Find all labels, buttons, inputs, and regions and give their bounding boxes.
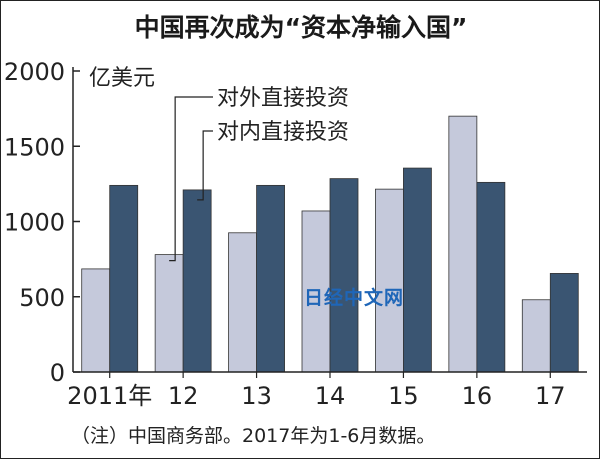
outward-fdi-bar <box>448 115 478 373</box>
x-tick-label: 17 <box>535 382 566 410</box>
inward-fdi-bar <box>182 189 212 373</box>
y-axis: 0 500 1000 1500 2000 <box>4 58 80 387</box>
outward-fdi-bar <box>375 188 404 373</box>
inward-fdi-bar <box>329 178 359 373</box>
outward-fdi-bar <box>228 232 257 373</box>
legend-leader-line <box>197 130 213 201</box>
watermark-logo: 日经中文网 <box>304 286 404 309</box>
bars-group <box>81 115 579 373</box>
inward-fdi-bar <box>109 184 139 373</box>
legend-label: 对内直接投资 <box>217 120 349 145</box>
outward-fdi-bar <box>154 254 184 373</box>
footnote: （注）中国商务部。2017年为1-6月数据。 <box>71 425 435 447</box>
legend-label: 对外直接投资 <box>217 86 349 111</box>
y-tick-label: 0 <box>50 359 65 387</box>
outward-fdi-bar <box>521 299 551 373</box>
inward-fdi-bar <box>256 184 285 373</box>
x-tick-label: 2011年 <box>67 382 152 410</box>
y-tick-label: 2000 <box>4 58 65 86</box>
x-tick-label: 12 <box>168 382 199 410</box>
x-tick-label: 14 <box>315 382 346 410</box>
x-tick-label: 16 <box>462 382 493 410</box>
inward-fdi-bar <box>549 273 579 373</box>
y-tick-label: 500 <box>19 284 65 312</box>
inward-fdi-bar <box>476 181 506 373</box>
y-tick-label: 1000 <box>4 209 65 237</box>
chart-title: 中国再次成为“资本净输入国” <box>135 13 468 42</box>
y-tick-label: 1500 <box>4 133 65 161</box>
y-axis-unit-label: 亿美元 <box>89 66 155 91</box>
inward-fdi-bar <box>403 167 432 373</box>
legend-leader-line <box>169 96 213 262</box>
x-axis: 2011年 12 13 14 15 16 17 <box>67 371 587 410</box>
x-tick-label: 13 <box>241 382 272 410</box>
outward-fdi-bar <box>81 268 111 373</box>
x-tick-label: 15 <box>388 382 419 410</box>
